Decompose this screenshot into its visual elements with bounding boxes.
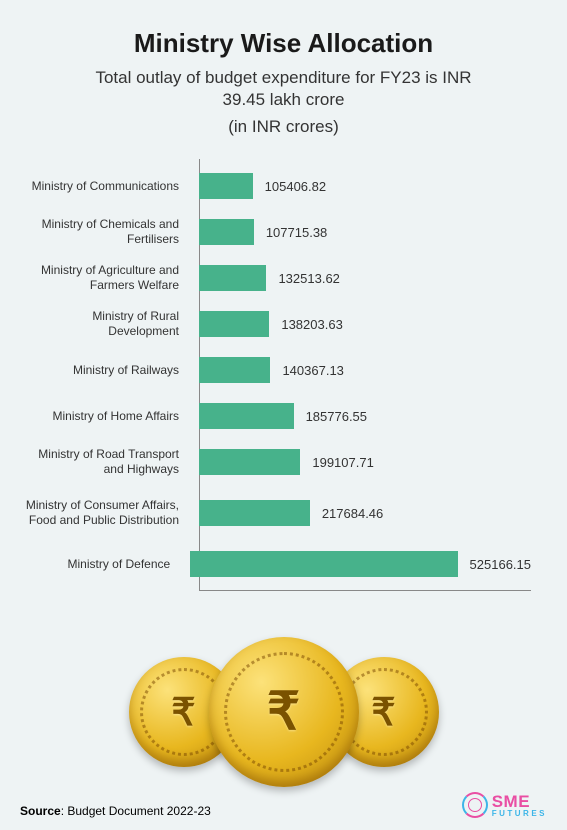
bar bbox=[199, 357, 270, 383]
bar-chart: Ministry of Communications105406.82Minis… bbox=[24, 165, 543, 585]
bar-value-label: 132513.62 bbox=[278, 271, 339, 286]
bar-wrap: 199107.71 bbox=[189, 449, 531, 475]
bar-wrap: 525166.15 bbox=[180, 551, 531, 577]
bar-row: Ministry of Defence 525166.15 bbox=[24, 543, 531, 585]
source-text: : Budget Document 2022-23 bbox=[61, 804, 211, 818]
bar bbox=[190, 551, 457, 577]
bar-category-label: Ministry of Railways bbox=[24, 363, 189, 378]
bar-wrap: 132513.62 bbox=[189, 265, 531, 291]
logo-ring-icon bbox=[462, 792, 488, 818]
bar-row: Ministry of Home Affairs 185776.55 bbox=[24, 395, 531, 437]
bar-value-label: 185776.55 bbox=[306, 409, 367, 424]
rupee-icon: ₹ bbox=[171, 690, 195, 735]
bar-value-label: 107715.38 bbox=[266, 225, 327, 240]
bar bbox=[199, 265, 266, 291]
bar-row: Ministry of Railways 140367.13 bbox=[24, 349, 531, 391]
bar bbox=[199, 500, 310, 526]
rupee-coins-decoration: ₹ ₹ ₹ bbox=[24, 627, 543, 797]
bar-wrap: 140367.13 bbox=[189, 357, 531, 383]
footer: Source: Budget Document 2022-23 SME FUTU… bbox=[20, 792, 547, 818]
bar-row: Ministry of Road Transport and Highways 1… bbox=[24, 441, 531, 483]
bar-category-label: Ministry of Home Affairs bbox=[24, 409, 189, 424]
chart-subtitle: Total outlay of budget expenditure for F… bbox=[84, 67, 484, 111]
bar-category-label: Ministry of Road Transport and Highways bbox=[24, 447, 189, 477]
x-axis-line bbox=[199, 590, 531, 591]
bar-wrap: 185776.55 bbox=[189, 403, 531, 429]
bar-row: Ministry of Consumer Affairs, Food and P… bbox=[24, 487, 531, 539]
rupee-icon: ₹ bbox=[371, 690, 395, 735]
bar-category-label: Ministry of Agriculture and Farmers Welf… bbox=[24, 263, 189, 293]
logo-text-top: SME bbox=[492, 793, 547, 810]
sme-futures-logo: SME FUTURES bbox=[462, 792, 547, 818]
bar-wrap: 107715.38 bbox=[189, 219, 531, 245]
bar bbox=[199, 173, 253, 199]
bar-wrap: 217684.46 bbox=[189, 500, 531, 526]
bar-category-label: Ministry of Communications bbox=[24, 179, 189, 194]
bar-wrap: 138203.63 bbox=[189, 311, 531, 337]
bar-value-label: 217684.46 bbox=[322, 506, 383, 521]
bar bbox=[199, 403, 294, 429]
bar-row: Ministry of Chemicals and Fertilisers 107… bbox=[24, 211, 531, 253]
bar bbox=[199, 219, 254, 245]
bar-value-label: 199107.71 bbox=[312, 455, 373, 470]
bar-category-label: Ministry of Chemicals and Fertilisers bbox=[24, 217, 189, 247]
bar-value-label: 140367.13 bbox=[282, 363, 343, 378]
chart-unit-label: (in INR crores) bbox=[24, 117, 543, 137]
bar-category-label: Ministry of Rural Development bbox=[24, 309, 189, 339]
bar bbox=[199, 311, 269, 337]
bar-category-label: Ministry of Consumer Affairs, Food and P… bbox=[24, 498, 189, 528]
bar-row: Ministry of Communications 105406.82 bbox=[24, 165, 531, 207]
bar-wrap: 105406.82 bbox=[189, 173, 531, 199]
coin-center: ₹ bbox=[209, 637, 359, 787]
bar bbox=[199, 449, 300, 475]
bar-row: Ministry of Agriculture and Farmers Welf… bbox=[24, 257, 531, 299]
bar-value-label: 105406.82 bbox=[265, 179, 326, 194]
bar-row: Ministry of Rural Development 138203.63 bbox=[24, 303, 531, 345]
bar-value-label: 525166.15 bbox=[470, 557, 531, 572]
rupee-icon: ₹ bbox=[267, 682, 300, 742]
source-prefix: Source bbox=[20, 804, 61, 818]
logo-text-bottom: FUTURES bbox=[492, 810, 547, 818]
chart-title: Ministry Wise Allocation bbox=[24, 28, 543, 59]
bar-value-label: 138203.63 bbox=[281, 317, 342, 332]
bar-category-label: Ministry of Defence bbox=[24, 557, 180, 572]
source-citation: Source: Budget Document 2022-23 bbox=[20, 804, 211, 818]
